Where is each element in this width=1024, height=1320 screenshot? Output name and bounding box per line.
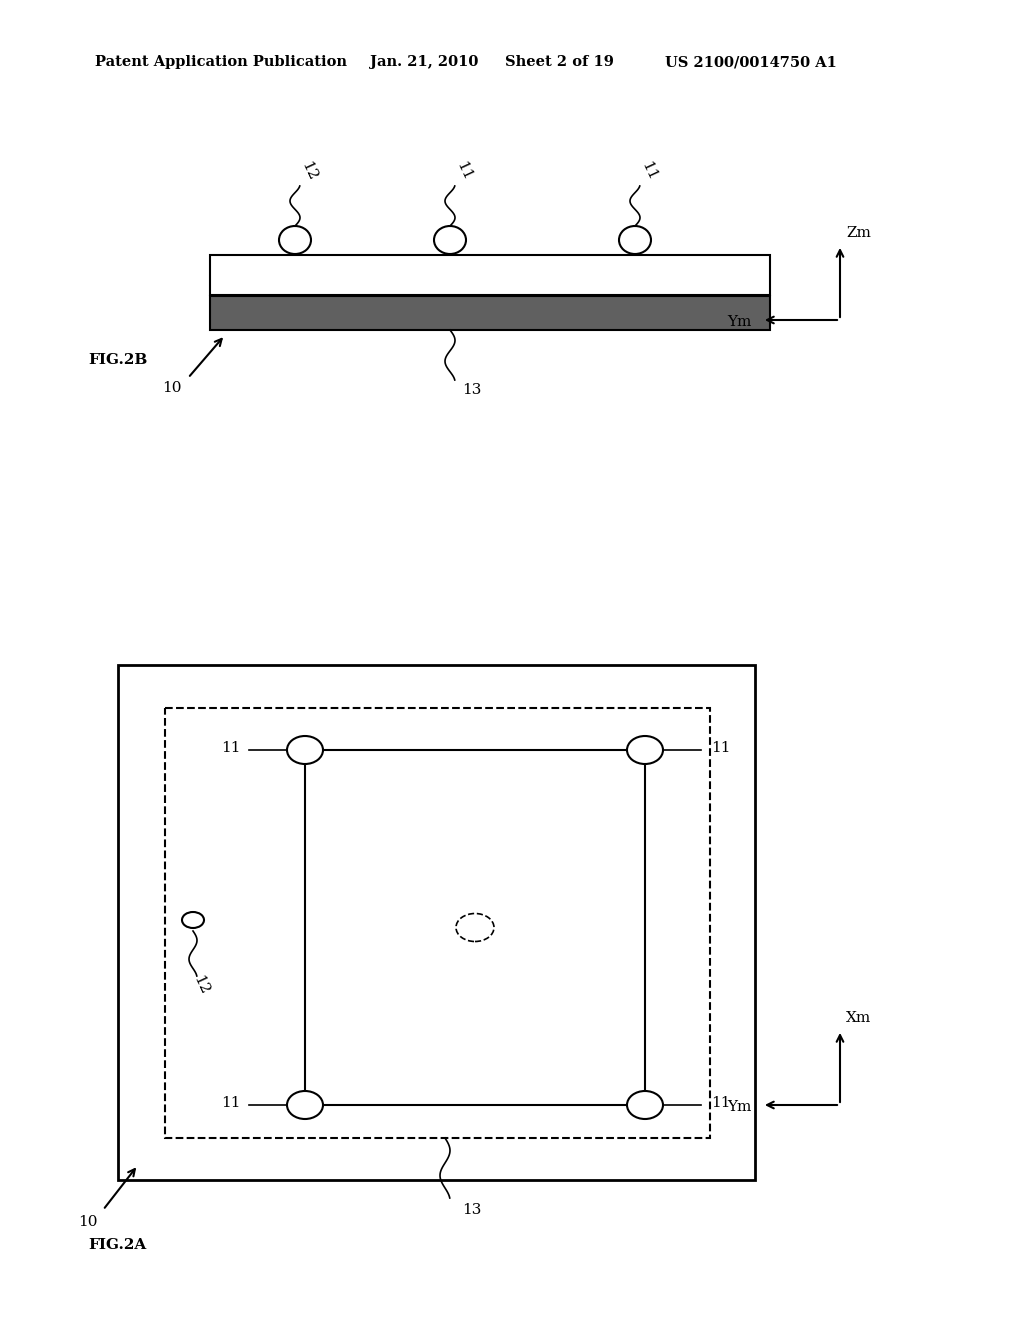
Text: 11: 11: [711, 741, 730, 755]
Text: FIG.2A: FIG.2A: [88, 1238, 146, 1251]
Text: 11: 11: [454, 160, 474, 182]
Ellipse shape: [279, 226, 311, 253]
Ellipse shape: [182, 912, 204, 928]
Ellipse shape: [618, 226, 651, 253]
Text: 11: 11: [711, 1096, 730, 1110]
Polygon shape: [210, 296, 770, 330]
Text: Patent Application Publication: Patent Application Publication: [95, 55, 347, 69]
Text: 10: 10: [78, 1214, 97, 1229]
Text: 12: 12: [190, 973, 212, 997]
Ellipse shape: [287, 737, 323, 764]
Text: 11: 11: [221, 1096, 241, 1110]
Text: Jan. 21, 2010: Jan. 21, 2010: [370, 55, 478, 69]
Polygon shape: [210, 255, 770, 294]
Ellipse shape: [434, 226, 466, 253]
Text: 10: 10: [162, 381, 181, 395]
Text: 11: 11: [639, 160, 659, 182]
Text: 13: 13: [462, 383, 481, 397]
Text: Sheet 2 of 19: Sheet 2 of 19: [505, 55, 613, 69]
Text: 13: 13: [462, 1203, 481, 1217]
Text: FIG.2B: FIG.2B: [88, 352, 147, 367]
Text: Xm: Xm: [846, 1011, 871, 1026]
Text: Ym: Ym: [728, 315, 752, 329]
Text: 11: 11: [221, 741, 241, 755]
Ellipse shape: [627, 737, 663, 764]
Text: US 2100/0014750 A1: US 2100/0014750 A1: [665, 55, 837, 69]
Ellipse shape: [627, 1092, 663, 1119]
Ellipse shape: [287, 1092, 323, 1119]
Text: Zm: Zm: [846, 226, 870, 240]
Text: Ym: Ym: [728, 1100, 752, 1114]
Polygon shape: [118, 665, 755, 1180]
Text: 12: 12: [299, 160, 319, 182]
